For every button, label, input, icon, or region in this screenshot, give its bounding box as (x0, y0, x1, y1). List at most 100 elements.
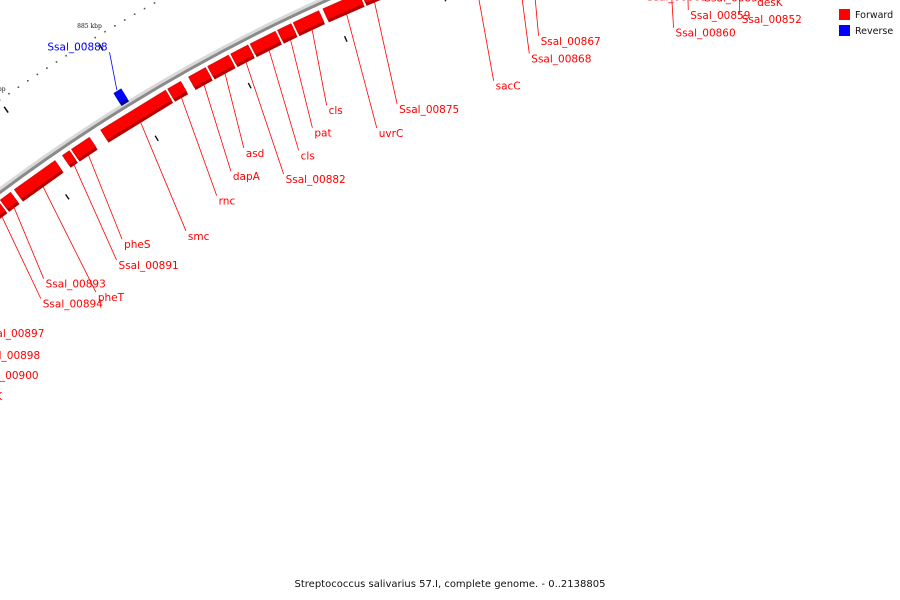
gene-Ssal_00888[interactable] (113, 88, 128, 104)
gene-leader-line (478, 0, 495, 81)
gene-label: Ssal_00861 (647, 0, 707, 3)
ruler-dot (84, 42, 87, 45)
gene-leader-line (109, 52, 118, 91)
genome-backbone (0, 0, 332, 195)
gene-leader-line (245, 62, 284, 175)
gene-pheS[interactable] (71, 136, 97, 160)
ruler-dot (55, 61, 58, 63)
gene-label: desK (757, 0, 784, 9)
gene-label: Ssal_00860 (676, 28, 736, 40)
gene-leader-line (290, 40, 313, 128)
gene-Ssal_00894[interactable] (0, 201, 6, 218)
legend-reverse-swatch (839, 25, 850, 36)
gene-label: Ssal_00875 (399, 104, 459, 116)
ruler-dot (94, 36, 97, 39)
gene-label: Ssal_00894 (43, 298, 103, 310)
gene-label: Ssal_00893 (46, 279, 106, 291)
legend: Forward Reverse (839, 9, 893, 37)
gene-label: rnc (219, 196, 236, 208)
gene-label: Ssal_00852 (742, 14, 802, 26)
gene-features (0, 0, 382, 219)
ruler-inner-tick (444, 0, 447, 2)
gene-Ssal_00875[interactable] (361, 0, 382, 4)
gene-label: uvrC (379, 128, 404, 140)
gene-label: Ssal_00882 (286, 174, 346, 186)
ruler-ticks: 850 kbp855 kbp860 kbp865 kbp870 kbp875 k… (0, 0, 447, 200)
gene-label: cls (329, 105, 343, 117)
gene-label: Ssal_00898 (0, 350, 40, 362)
gene-leader-line (140, 122, 187, 231)
gene-leader-line (521, 0, 530, 54)
gene-leader-line (13, 207, 45, 279)
gene-label: cls (301, 150, 315, 162)
gene-label: Ssal_00900 (0, 370, 39, 382)
gene-Ssal_00882[interactable] (230, 44, 254, 65)
gene-leader-line (311, 30, 328, 106)
gene-label: asd (246, 148, 265, 160)
gene-pat[interactable] (277, 23, 297, 42)
gene-label: Ssal_00891 (119, 260, 179, 272)
gene-label: dapA (233, 171, 261, 183)
ruler-inner-tick (154, 135, 159, 142)
ruler-tick (3, 106, 9, 113)
gene-asd[interactable] (207, 54, 235, 78)
legend-reverse-label: Reverse (855, 26, 893, 37)
ruler-dot (17, 86, 20, 89)
gene-label: pheT (98, 292, 125, 304)
gene-smc[interactable] (100, 89, 172, 141)
gene-label: pheS (124, 239, 151, 251)
gene-Ssal_00893[interactable] (0, 191, 18, 210)
ruler-dot (27, 80, 29, 82)
ruler-dot (65, 54, 67, 57)
ruler-dot (123, 19, 126, 21)
gene-uvrC[interactable] (322, 0, 364, 20)
ruler-tick (98, 44, 104, 51)
gene-leader-line (73, 165, 117, 261)
gene-label: pdxK (0, 391, 3, 403)
gene-Ssal_00891[interactable] (62, 150, 77, 166)
ruler-dot (36, 73, 39, 76)
gene-dapA[interactable] (188, 67, 212, 88)
ruler-dot (74, 48, 77, 51)
gene-label: Ssal_00867 (541, 36, 601, 48)
genome-backbone-shadow (0, 0, 329, 194)
gene-cls[interactable] (292, 10, 324, 34)
gene-leader-line (181, 97, 218, 196)
gene-leader-line (374, 2, 398, 104)
ruler-inner-tick (64, 194, 70, 200)
gene-leader-line (534, 0, 539, 36)
gene-rnc[interactable] (167, 80, 187, 100)
gene-cls[interactable] (249, 30, 281, 55)
ruler-tick-label: 885 kbp (77, 23, 102, 30)
ruler-dot (133, 13, 136, 16)
gene-label: Ssal_00897 (0, 328, 44, 340)
gene-leader-line (88, 155, 123, 240)
ruler-dot (153, 2, 156, 4)
gene-leader-line (1, 216, 42, 299)
gene-label: Ssal_00859 (690, 10, 750, 22)
gene-label: smc (188, 231, 210, 243)
gene-leader-line (203, 85, 232, 172)
ruler-dots (0, 2, 156, 102)
ruler-dot (8, 92, 10, 95)
gene-leader-line (268, 50, 300, 151)
gene-label: pat (314, 128, 331, 140)
genome-caption: Streptococcus salivarius 57.I, complete … (295, 579, 606, 590)
gene-label: Ssal_00857 (704, 0, 764, 5)
gene-leader-line (671, 0, 674, 28)
gene-leader-line (346, 14, 378, 129)
gene-labels: Ssal_00848Ssal_00849desKSsal_00852Ssal_0… (0, 0, 802, 403)
gene-label: sacC (496, 81, 521, 93)
ruler-dot (104, 30, 106, 33)
gene-pheT[interactable] (13, 160, 63, 200)
ruler-inner-tick (343, 35, 348, 42)
ruler-dot (114, 24, 116, 27)
gene-label: Ssal_00868 (531, 54, 591, 66)
ruler-dot (143, 7, 146, 10)
legend-forward-swatch (839, 9, 850, 20)
ruler-inner-tick (247, 82, 252, 89)
gene-leader-line (42, 186, 97, 293)
legend-forward-label: Forward (855, 10, 893, 21)
gene-label: Ssal_00888 (47, 41, 107, 53)
